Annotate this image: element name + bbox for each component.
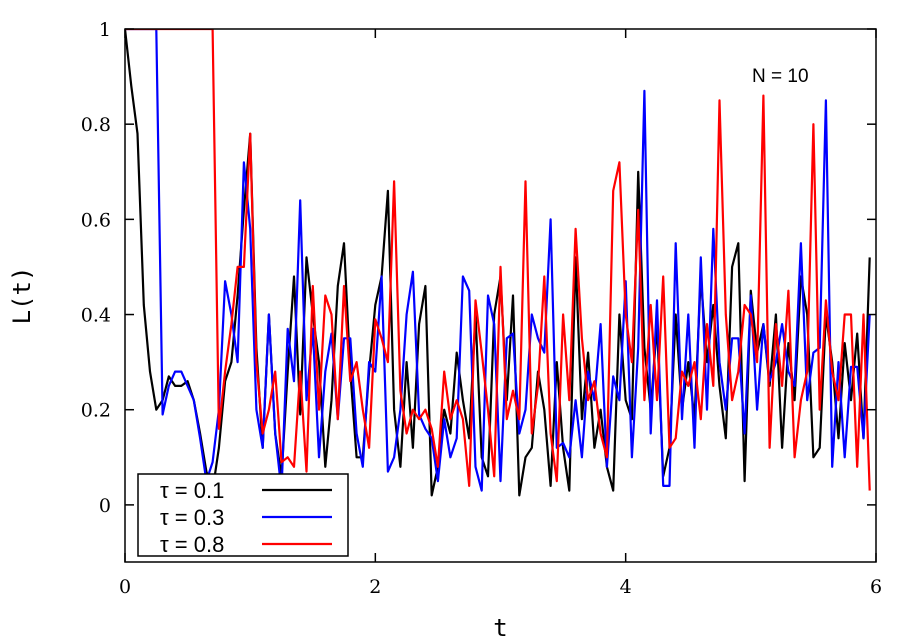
ticks-layer: 0 2 4 6 0 0.2 0.4 0.6 0.8 1 <box>81 19 882 598</box>
legend-box <box>137 473 349 557</box>
legend-label: τ = 0.1 <box>160 478 224 503</box>
x-tick-label: 2 <box>369 576 381 598</box>
y-tick-label: 0.2 <box>81 400 111 422</box>
x-tick-label: 6 <box>870 576 882 598</box>
x-axis-label: t <box>493 614 507 642</box>
series-line-3 <box>125 29 871 491</box>
y-tick-label: 0.6 <box>81 209 111 231</box>
legend-label: τ = 0.8 <box>160 532 224 557</box>
chart-annotation: N = 10 <box>752 66 809 87</box>
y-tick-label: 0 <box>99 495 111 517</box>
legend-label: τ = 0.3 <box>160 505 224 530</box>
y-axis-label: L(t) <box>8 267 36 325</box>
x-tick-label: 0 <box>119 576 131 598</box>
y-tick-label: 1 <box>99 19 111 41</box>
x-tick-label: 4 <box>620 576 632 598</box>
y-tick-label: 0.4 <box>81 305 111 327</box>
y-tick-label: 0.8 <box>81 114 111 136</box>
series-layer <box>125 29 871 497</box>
legend: τ = 0.1τ = 0.3τ = 0.8 <box>137 473 349 557</box>
plot-frame <box>124 28 877 563</box>
series-line-2 <box>125 29 871 492</box>
